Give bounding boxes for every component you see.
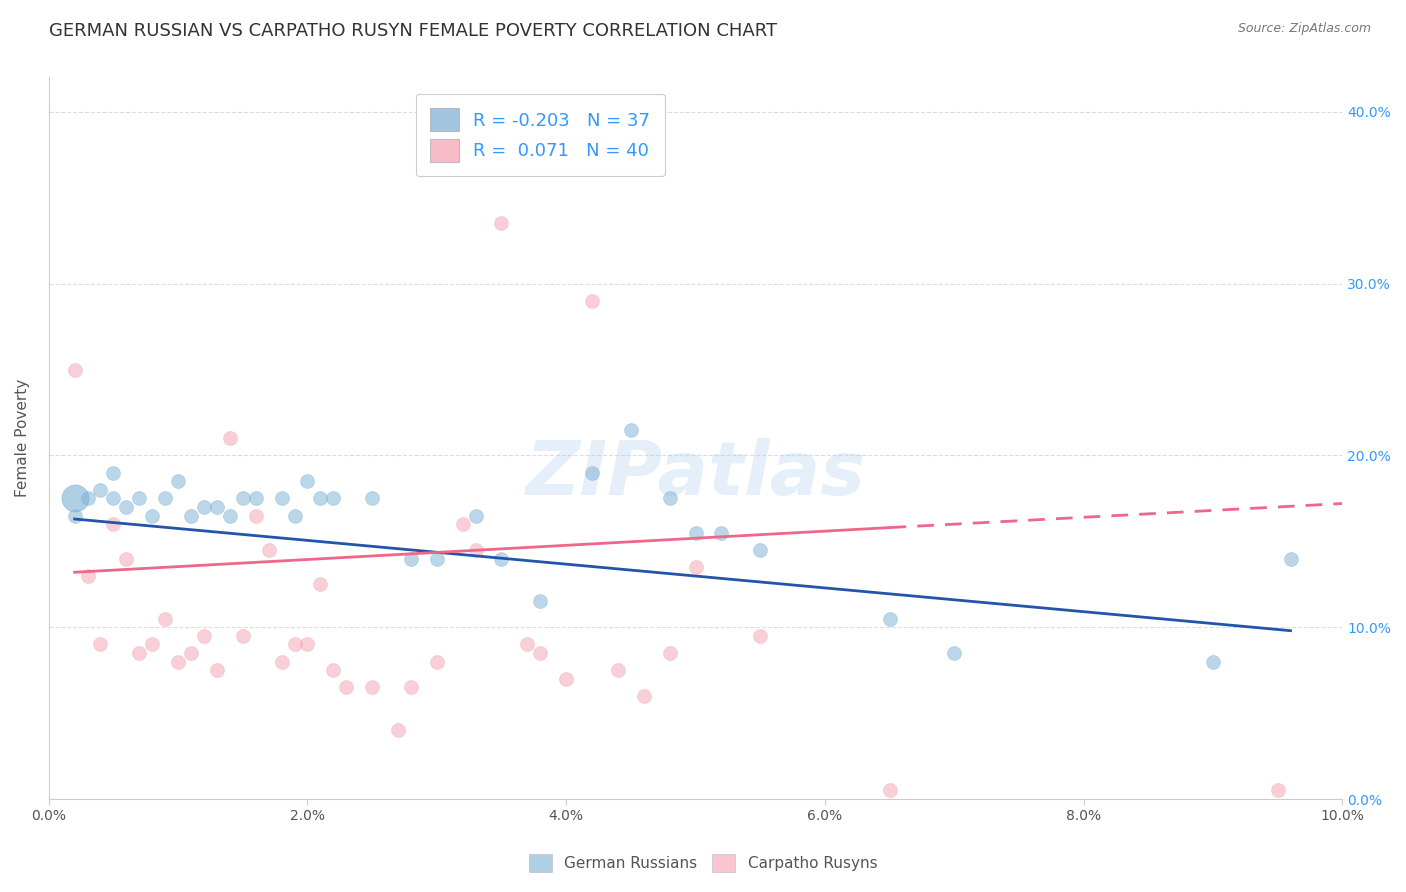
Point	[710, 525, 733, 540]
Point	[426, 655, 449, 669]
Point	[167, 474, 190, 488]
Point	[322, 663, 344, 677]
Point	[491, 217, 513, 231]
Point	[297, 474, 319, 488]
Point	[658, 646, 681, 660]
Point	[620, 423, 643, 437]
Point	[451, 517, 474, 532]
Point	[115, 551, 138, 566]
Legend: R = -0.203   N = 37, R =  0.071   N = 40: R = -0.203 N = 37, R = 0.071 N = 40	[416, 94, 665, 177]
Point	[322, 491, 344, 506]
Point	[529, 646, 551, 660]
Point	[153, 612, 176, 626]
Point	[218, 431, 240, 445]
Point	[180, 646, 202, 660]
Point	[399, 551, 422, 566]
Point	[749, 629, 772, 643]
Text: ZIPatlas: ZIPatlas	[526, 438, 866, 511]
Point	[516, 637, 538, 651]
Point	[658, 491, 681, 506]
Point	[297, 637, 319, 651]
Point	[103, 491, 125, 506]
Point	[76, 491, 98, 506]
Point	[63, 362, 86, 376]
Point	[103, 466, 125, 480]
Point	[555, 672, 578, 686]
Point	[141, 508, 163, 523]
Point	[193, 500, 215, 514]
Point	[606, 663, 628, 677]
Point	[361, 491, 384, 506]
Point	[335, 681, 357, 695]
Point	[943, 646, 966, 660]
Point	[63, 508, 86, 523]
Point	[1267, 783, 1289, 797]
Point	[491, 551, 513, 566]
Text: Source: ZipAtlas.com: Source: ZipAtlas.com	[1237, 22, 1371, 36]
Point	[1279, 551, 1302, 566]
Point	[103, 517, 125, 532]
Point	[76, 568, 98, 582]
Point	[232, 491, 254, 506]
Point	[399, 681, 422, 695]
Point	[232, 629, 254, 643]
Point	[1202, 655, 1225, 669]
Point	[529, 594, 551, 608]
Point	[426, 551, 449, 566]
Y-axis label: Female Poverty: Female Poverty	[15, 379, 30, 498]
Point	[205, 663, 228, 677]
Point	[309, 491, 332, 506]
Point	[218, 508, 240, 523]
Point	[361, 681, 384, 695]
Point	[879, 612, 901, 626]
Point	[685, 525, 707, 540]
Point	[141, 637, 163, 651]
Point	[193, 629, 215, 643]
Point	[153, 491, 176, 506]
Point	[309, 577, 332, 591]
Point	[581, 293, 603, 308]
Point	[180, 508, 202, 523]
Point	[464, 508, 486, 523]
Point	[63, 491, 86, 506]
Point	[283, 637, 305, 651]
Point	[205, 500, 228, 514]
Point	[879, 783, 901, 797]
Point	[685, 560, 707, 574]
Point	[89, 637, 111, 651]
Point	[387, 723, 409, 738]
Point	[257, 543, 280, 558]
Point	[749, 543, 772, 558]
Point	[167, 655, 190, 669]
Point	[270, 655, 292, 669]
Point	[89, 483, 111, 497]
Point	[128, 491, 150, 506]
Text: GERMAN RUSSIAN VS CARPATHO RUSYN FEMALE POVERTY CORRELATION CHART: GERMAN RUSSIAN VS CARPATHO RUSYN FEMALE …	[49, 22, 778, 40]
Point	[581, 466, 603, 480]
Point	[115, 500, 138, 514]
Point	[128, 646, 150, 660]
Point	[464, 543, 486, 558]
Point	[245, 491, 267, 506]
Point	[270, 491, 292, 506]
Point	[245, 508, 267, 523]
Point	[633, 689, 655, 703]
Legend: German Russians, Carpatho Rusyns: German Russians, Carpatho Rusyns	[522, 846, 884, 880]
Point	[283, 508, 305, 523]
